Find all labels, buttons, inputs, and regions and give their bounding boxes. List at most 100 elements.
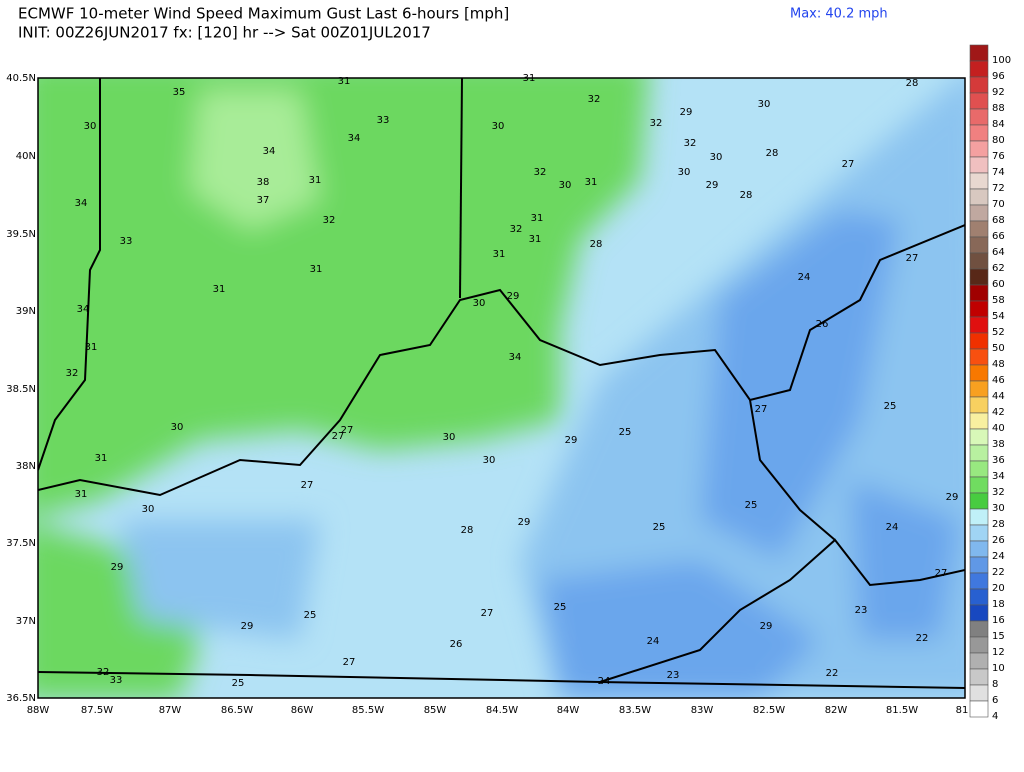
- lon-label: 81: [956, 705, 969, 716]
- lat-label: 37N: [16, 616, 36, 627]
- colorbar-label: 15: [992, 631, 1005, 642]
- colorbar-swatch: [969, 540, 989, 558]
- gust-value: 27: [301, 480, 314, 491]
- colorbar-swatch: [969, 412, 989, 430]
- colorbar-label: 76: [992, 151, 1005, 162]
- gust-value: 32: [97, 667, 110, 678]
- gust-value: 25: [884, 401, 897, 412]
- colorbar-swatch: [969, 92, 989, 110]
- colorbar-swatch: [969, 220, 989, 238]
- gust-value: 37: [257, 195, 270, 206]
- colorbar-swatch: [969, 396, 989, 414]
- gust-value: 29: [111, 562, 124, 573]
- gust-value: 28: [740, 190, 753, 201]
- colorbar-label: 26: [992, 535, 1005, 546]
- gust-value: 31: [75, 489, 88, 500]
- gust-value: 29: [507, 291, 520, 302]
- colorbar-label: 88: [992, 103, 1005, 114]
- colorbar-swatch: [969, 572, 989, 590]
- gust-value: 25: [745, 500, 758, 511]
- gust-value: 32: [66, 368, 79, 379]
- gust-value: 27: [341, 425, 354, 436]
- colorbar-label: 96: [992, 71, 1005, 82]
- gust-value: 30: [443, 432, 456, 443]
- gust-value: 29: [706, 180, 719, 191]
- colorbar-swatch: [969, 172, 989, 190]
- gust-value: 30: [84, 121, 97, 132]
- gust-value: 38: [257, 177, 270, 188]
- gust-value: 31: [531, 213, 544, 224]
- gust-value: 24: [886, 522, 899, 533]
- colorbar-swatch: [969, 668, 989, 686]
- colorbar-swatch: [969, 588, 989, 606]
- gust-value: 25: [554, 602, 567, 613]
- state-borders: [38, 78, 965, 689]
- gust-value: 34: [263, 146, 276, 157]
- colorbar-label: 68: [992, 215, 1005, 226]
- colorbar-swatch: [969, 60, 989, 78]
- gust-value: 30: [483, 455, 496, 466]
- gust-value: 28: [590, 239, 603, 250]
- gust-value: 27: [332, 431, 345, 442]
- colorbar-label: 40: [992, 423, 1005, 434]
- colorbar-label: 16: [992, 615, 1005, 626]
- gust-value: 33: [120, 236, 133, 247]
- colorbar-swatch: [969, 140, 989, 158]
- gust-value: 30: [473, 298, 486, 309]
- gust-value: 29: [680, 107, 693, 118]
- colorbar-label: 52: [992, 327, 1005, 338]
- colorbar-swatch: [969, 636, 989, 654]
- colorbar-label: 70: [992, 199, 1005, 210]
- gust-value: 25: [619, 427, 632, 438]
- gust-value: 34: [75, 198, 88, 209]
- colorbar-label: 50: [992, 343, 1005, 354]
- colorbar-swatch: [969, 476, 989, 494]
- colorbar-label: 46: [992, 375, 1005, 386]
- gust-value: 29: [241, 621, 254, 632]
- gust-value: 27: [842, 159, 855, 170]
- lon-label: 81.5W: [886, 705, 918, 716]
- map-field: [38, 78, 965, 698]
- colorbar-swatch: [969, 700, 989, 718]
- gust-value: 30: [710, 152, 723, 163]
- gust-value: 24: [798, 272, 811, 283]
- colorbar-label: 32: [992, 487, 1005, 498]
- gust-value: 34: [77, 304, 90, 315]
- gust-value: 32: [534, 167, 547, 178]
- colorbar-label: 4: [992, 711, 998, 722]
- gust-value: 24: [598, 676, 611, 687]
- colorbar-label: 74: [992, 167, 1005, 178]
- lon-label: 83.5W: [619, 705, 651, 716]
- gust-value: 30: [171, 422, 184, 433]
- title: ECMWF 10-meter Wind Speed Maximum Gust L…: [18, 5, 509, 23]
- colorbar-label: 34: [992, 471, 1005, 482]
- gust-value: 32: [588, 94, 601, 105]
- lat-label: 36.5N: [6, 693, 36, 704]
- gust-value: 33: [110, 675, 123, 686]
- lon-label: 86.5W: [221, 705, 253, 716]
- max-label: Max: 40.2 mph: [790, 7, 888, 22]
- gust-value: 28: [906, 78, 919, 89]
- subtitle: INIT: 00Z26JUN2017 fx: [120] hr --> Sat …: [18, 24, 431, 42]
- lon-label: 84W: [557, 705, 580, 716]
- colorbar-label: 66: [992, 231, 1005, 242]
- colorbar-label: 54: [992, 311, 1005, 322]
- gust-value: 31: [338, 76, 351, 87]
- colorbar-label: 30: [992, 503, 1005, 514]
- colorbar-label: 24: [992, 551, 1005, 562]
- colorbar-swatch: [969, 108, 989, 126]
- gust-value: 34: [509, 352, 522, 363]
- colorbar-label: 60: [992, 279, 1005, 290]
- colorbar-swatch: [969, 604, 989, 622]
- colorbar-swatch: [969, 44, 989, 62]
- lat-label: 37.5N: [6, 538, 36, 549]
- colorbar-label: 10: [992, 663, 1005, 674]
- colorbar-swatch: [969, 444, 989, 462]
- colorbar-label: 62: [992, 263, 1005, 274]
- gust-value: 27: [481, 608, 494, 619]
- colorbar-swatch: [969, 364, 989, 382]
- lat-label: 38N: [16, 461, 36, 472]
- colorbar-label: 42: [992, 407, 1005, 418]
